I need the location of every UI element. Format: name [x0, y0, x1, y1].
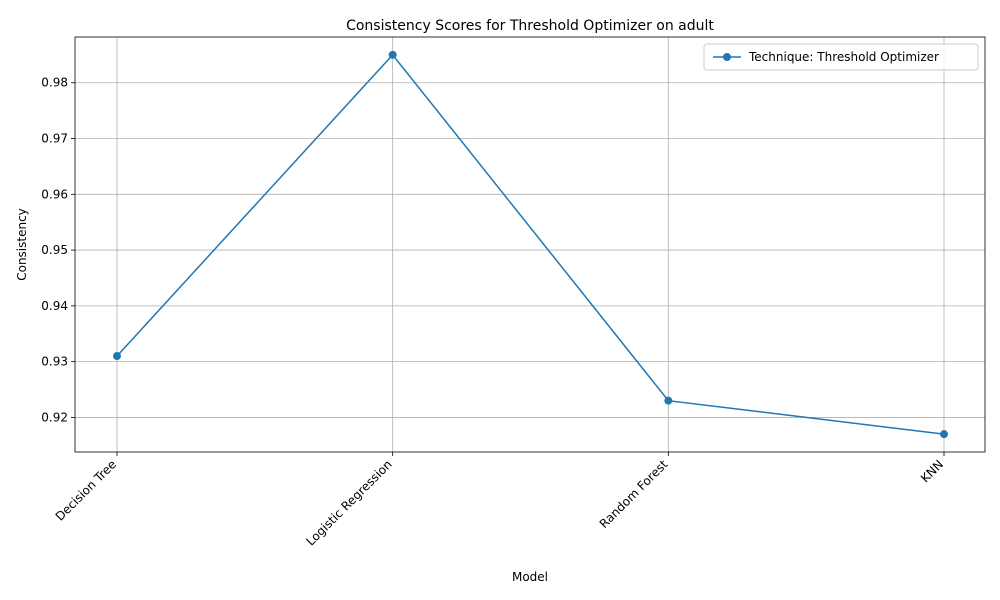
data-point [113, 352, 121, 361]
y-tick-label: 0.98 [41, 76, 68, 90]
x-axis-label: Model [512, 570, 548, 584]
grid [75, 37, 985, 452]
chart-title: Consistency Scores for Threshold Optimiz… [346, 18, 714, 34]
y-tick-label: 0.94 [41, 299, 68, 313]
y-axis-ticks: 0.92 0.93 0.94 0.95 0.96 0.97 0.98 [41, 76, 75, 424]
series-layer [113, 50, 948, 439]
data-point [664, 396, 673, 405]
y-tick-label: 0.95 [41, 243, 68, 257]
legend-box [703, 43, 979, 71]
series-line [116, 53, 945, 435]
plot-frame [74, 36, 986, 453]
data-point [940, 430, 948, 439]
y-axis-label: Consistency [15, 208, 29, 281]
y-tick-label: 0.93 [41, 355, 68, 369]
legend-label: Technique: Threshold Optimizer [748, 50, 939, 64]
y-tick-label: 0.96 [41, 187, 68, 201]
legend: Technique: Threshold Optimizer [703, 43, 979, 71]
data-point [388, 50, 397, 59]
y-tick-label: 0.97 [41, 132, 68, 146]
y-tick-label: 0.92 [41, 410, 68, 424]
legend-marker-swatch [723, 53, 731, 61]
